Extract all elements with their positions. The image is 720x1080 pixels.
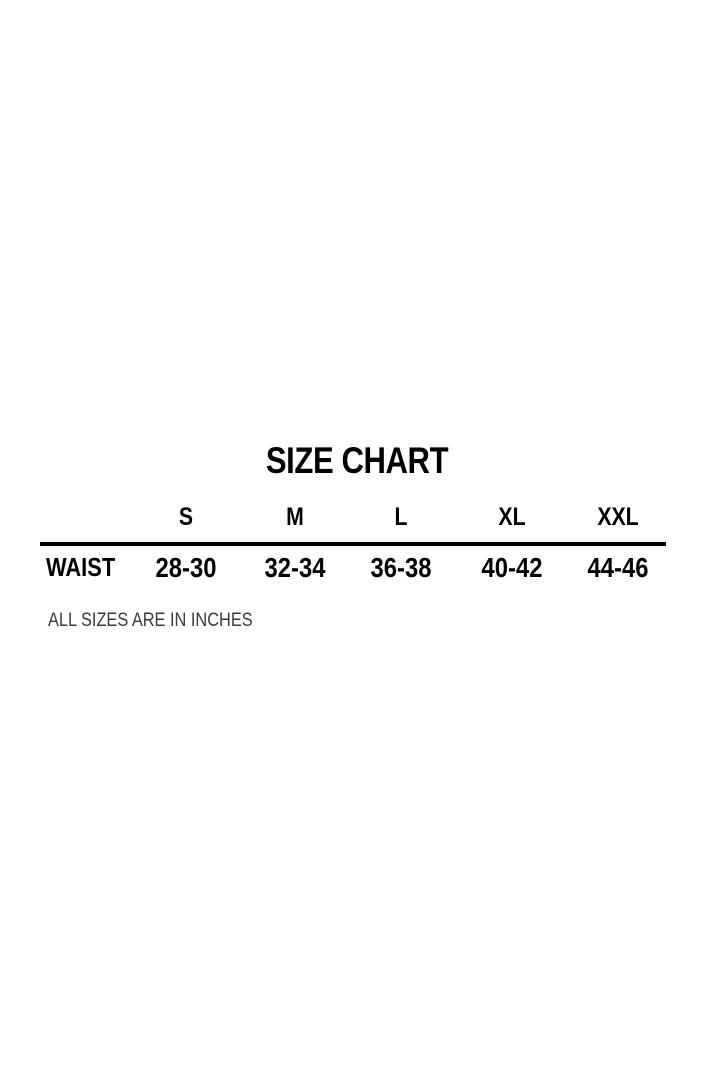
waist-value-s: 28-30: [155, 552, 217, 583]
size-header-xl: XL: [498, 503, 526, 531]
waist-value-l: 36-38: [370, 552, 432, 583]
waist-value-xl: 40-42: [481, 552, 543, 583]
header-divider: [40, 542, 666, 546]
row-label-waist: WAIST: [46, 552, 116, 582]
waist-value-xxl: 44-46: [587, 552, 649, 583]
units-note: ALL SIZES ARE IN INCHES: [48, 610, 253, 631]
size-header-xxl: XXL: [597, 503, 639, 531]
size-header-s: S: [178, 503, 194, 531]
page-title: SIZE CHART: [265, 440, 449, 481]
waist-value-m: 32-34: [264, 552, 326, 583]
size-header-m: M: [286, 503, 304, 531]
size-header-l: L: [394, 503, 408, 531]
